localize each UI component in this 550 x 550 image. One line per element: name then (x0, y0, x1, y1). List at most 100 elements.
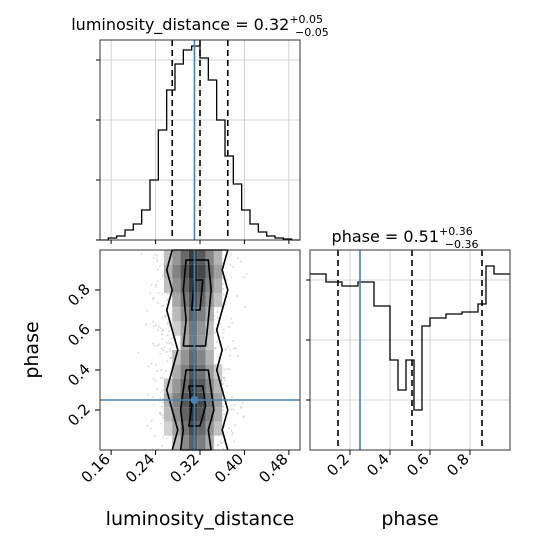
scatter-point (159, 353, 162, 356)
scatter-point (164, 369, 167, 372)
scatter-point (234, 347, 237, 350)
density-cell (197, 364, 206, 379)
scatter-point (231, 339, 234, 342)
scatter-point (160, 422, 163, 425)
scatter-point (219, 323, 222, 326)
scatter-point (236, 295, 239, 298)
density-cell (213, 250, 223, 265)
scatter-point (162, 304, 165, 307)
scatter-point (159, 411, 162, 414)
density-cell (172, 292, 181, 308)
scatter-point (222, 376, 225, 379)
density-cell (188, 435, 198, 450)
scatter-point (162, 413, 165, 416)
scatter-point (166, 341, 169, 344)
scatter-point (160, 369, 163, 372)
scatter-point (147, 365, 150, 368)
density-cell (213, 421, 223, 436)
scatter-point (222, 409, 225, 412)
density-cell (188, 307, 198, 322)
scatter-point (159, 396, 162, 399)
scatter-point (166, 360, 169, 363)
scatter-point (155, 363, 158, 366)
scatter-point (237, 257, 240, 260)
scatter-point (153, 344, 156, 347)
density-cell (213, 407, 223, 422)
density-cell (172, 307, 181, 322)
scatter-point (161, 416, 164, 419)
scatter-point (216, 340, 219, 343)
density-cell (213, 264, 223, 279)
density-cell (197, 407, 206, 422)
scatter-point (225, 384, 228, 387)
scatter-point (222, 287, 225, 290)
scatter-point (228, 368, 231, 371)
density-cell (205, 421, 214, 436)
density-cell (163, 278, 173, 293)
scatter-point (225, 368, 228, 371)
scatter-point (161, 348, 164, 351)
scatter-point (217, 444, 220, 447)
scatter-point (233, 440, 236, 443)
scatter-point (222, 413, 225, 416)
scatter-point (232, 408, 235, 411)
scatter-point (161, 317, 164, 320)
scatter-point (230, 396, 233, 399)
density-cell (188, 350, 198, 365)
contour-line (179, 369, 215, 451)
scatter-point (240, 406, 243, 409)
density-cell (188, 321, 198, 336)
scatter-point (165, 436, 168, 439)
scatter-point (230, 405, 233, 408)
scatter-point (159, 327, 162, 330)
scatter-point (161, 376, 164, 379)
scatter-point (214, 346, 217, 349)
density-cell (172, 264, 181, 279)
density-cell (197, 307, 206, 322)
scatter-point (161, 333, 164, 336)
density-cell (188, 264, 198, 279)
density-cell (197, 350, 206, 365)
scatter-point (230, 408, 233, 411)
scatter-point (161, 329, 164, 332)
scatter-point (232, 265, 235, 268)
scatter-point (152, 325, 155, 328)
scatter-point (242, 416, 245, 419)
scatter-point (225, 278, 228, 281)
scatter-point (230, 321, 233, 324)
density-cell (197, 335, 206, 350)
density-cell (213, 378, 223, 393)
density-cell (188, 335, 198, 350)
scatter-point (220, 441, 223, 444)
scatter-point (239, 260, 242, 263)
scatter-point (150, 283, 153, 286)
density-cell (172, 421, 181, 436)
density-cell (205, 335, 214, 350)
scatter-point (230, 253, 233, 256)
contour-line (190, 279, 204, 311)
scatter-point (154, 283, 157, 286)
scatter-point (144, 323, 147, 326)
density-cell (205, 250, 214, 265)
scatter-point (214, 347, 217, 350)
density-cell (188, 421, 198, 436)
density-cell (172, 435, 181, 450)
scatter-point (170, 337, 173, 340)
scatter-point (222, 405, 225, 408)
density-cell (205, 321, 214, 336)
scatter-point (222, 332, 225, 335)
scatter-point (216, 444, 219, 447)
density-cell (213, 278, 223, 293)
scatter-point (151, 342, 154, 345)
scatter-point (154, 285, 157, 288)
scatter-point (234, 424, 237, 427)
x-tick-label: 0.32 (166, 450, 202, 486)
scatter-point (160, 414, 163, 417)
density-cell (188, 407, 198, 422)
scatter-point (170, 341, 173, 344)
scatter-point (169, 348, 172, 351)
panel-title: luminosity_distance = 0.32+0.05 −0.05 (71, 13, 329, 39)
scatter-point (160, 304, 163, 307)
histogram-step (310, 265, 510, 411)
scatter-point (223, 378, 226, 381)
